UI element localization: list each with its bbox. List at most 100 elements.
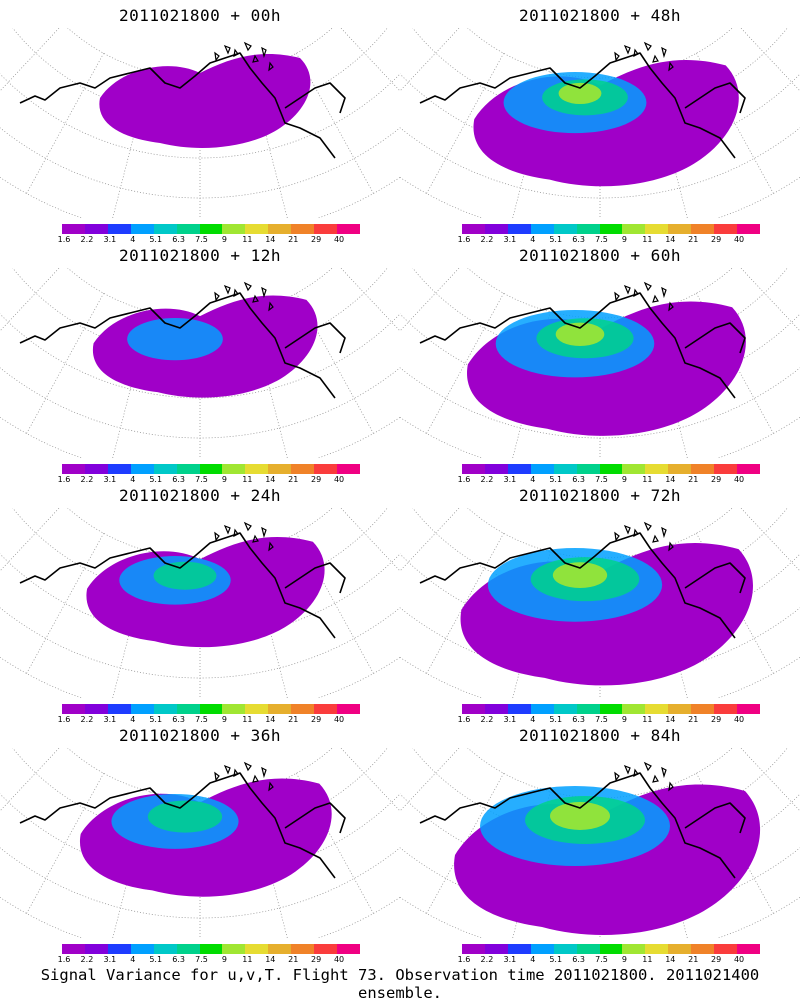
colorbar-tick-label: 21 bbox=[688, 235, 699, 244]
graticule-meridian bbox=[740, 268, 800, 332]
coastline bbox=[19, 52, 346, 159]
colorbar-tick-label: 5.1 bbox=[549, 955, 563, 964]
colorbar-tick-label: 14 bbox=[665, 715, 676, 724]
graticule-meridian bbox=[400, 268, 460, 332]
graticule-meridian bbox=[0, 28, 60, 92]
colorbar-tick-label: 11 bbox=[642, 475, 653, 484]
colorbar-swatch bbox=[462, 464, 485, 474]
colorbar-swatch bbox=[337, 464, 360, 474]
graticule-arc bbox=[467, 268, 733, 319]
graticule-meridian bbox=[740, 28, 800, 92]
colorbar-tick-label: 9 bbox=[621, 235, 627, 244]
colorbar-tick-label: 4 bbox=[130, 955, 136, 964]
colorbar-tick-label: 1.6 bbox=[457, 235, 471, 244]
arctic-islands bbox=[614, 41, 674, 72]
colorbar-swatch bbox=[599, 224, 623, 234]
panel-title: 2011021800 + 24h bbox=[118, 486, 282, 505]
graticule-meridian bbox=[400, 748, 460, 812]
colorbar-swatch bbox=[153, 944, 177, 954]
colorbar-swatch bbox=[130, 704, 154, 714]
colorbar-tick-label: 11 bbox=[242, 955, 253, 964]
colorbar-swatch bbox=[130, 464, 154, 474]
coastline bbox=[19, 772, 346, 879]
colorbar-swatch bbox=[553, 224, 577, 234]
colorbar-swatch bbox=[645, 464, 669, 474]
colorbar-swatch bbox=[314, 224, 338, 234]
graticule-meridian bbox=[0, 268, 60, 332]
colorbar-swatch bbox=[484, 464, 508, 474]
colorbar-tick-label: 14 bbox=[665, 475, 676, 484]
colorbar-swatch bbox=[245, 224, 269, 234]
colorbar-swatch bbox=[222, 464, 246, 474]
graticule-meridian bbox=[340, 508, 400, 572]
colorbar-tick-label: 4 bbox=[530, 955, 536, 964]
polar-map bbox=[0, 268, 400, 458]
graticule-arc bbox=[0, 73, 400, 159]
colorbar-tick-label: 1.6 bbox=[457, 475, 471, 484]
colorbar-tick-label: 40 bbox=[733, 235, 745, 244]
colorbar-swatch bbox=[507, 944, 531, 954]
graticule-arc bbox=[400, 73, 800, 159]
colorbar-ticks: 1.6 2.2 3.1 4 5.1 6.3 7.5 9 11 14 21 29 40 bbox=[458, 955, 760, 967]
colorbar-ticks: 1.6 2.2 3.1 4 5.1 6.3 7.5 9 11 14 21 29 40 bbox=[58, 475, 360, 487]
variance-region-peak bbox=[552, 562, 608, 588]
colorbar-ticks: 1.6 2.2 3.1 4 5.1 6.3 7.5 9 11 14 21 29 40 bbox=[58, 955, 360, 967]
colorbar-swatch bbox=[530, 464, 554, 474]
colorbar-ticks: 1.6 2.2 3.1 4 5.1 6.3 7.5 9 11 14 21 29 40 bbox=[458, 475, 760, 487]
colorbar-swatch bbox=[222, 704, 246, 714]
colorbar-tick-label: 5.1 bbox=[549, 715, 563, 724]
colorbar-tick-label: 14 bbox=[265, 235, 276, 244]
colorbar-tick-label: 9 bbox=[221, 475, 227, 484]
colorbar-tick-label: 9 bbox=[221, 955, 227, 964]
colorbar-swatch bbox=[645, 224, 669, 234]
colorbar-swatch bbox=[84, 464, 108, 474]
colorbar-swatch bbox=[737, 464, 760, 474]
colorbar-swatch bbox=[268, 224, 292, 234]
forecast-panel: 2011021800 + 00h 1.6 2.2 3.1 4 5.1 6.3 7.5 9 11 14… bbox=[0, 0, 400, 244]
colorbar-tick-label: 21 bbox=[288, 235, 299, 244]
colorbar bbox=[62, 464, 360, 474]
colorbar-tick-label: 6.3 bbox=[572, 235, 585, 244]
colorbar-tick-label: 9 bbox=[621, 955, 627, 964]
graticule-arc bbox=[412, 508, 788, 599]
graticule-arc bbox=[67, 268, 333, 319]
colorbar-swatch bbox=[291, 224, 315, 234]
graticule-meridian bbox=[769, 508, 800, 551]
colorbar-swatch bbox=[622, 704, 646, 714]
graticule-meridian bbox=[769, 28, 800, 71]
colorbar-tick-label: 14 bbox=[265, 475, 276, 484]
colorbar-tick-label: 4 bbox=[130, 715, 136, 724]
colorbar-swatch bbox=[107, 224, 131, 234]
colorbar-swatch bbox=[576, 944, 600, 954]
graticule-arc bbox=[467, 28, 733, 79]
polar-map bbox=[0, 748, 400, 938]
colorbar-tick-label: 29 bbox=[711, 955, 722, 964]
polar-map bbox=[400, 28, 800, 218]
colorbar-swatch bbox=[553, 704, 577, 714]
graticule-meridian bbox=[369, 748, 400, 791]
colorbar-swatch bbox=[153, 224, 177, 234]
colorbar-tick-label: 29 bbox=[711, 475, 722, 484]
graticule-meridian bbox=[26, 53, 104, 194]
panel-title: 2011021800 + 36h bbox=[118, 726, 282, 745]
colorbar-ticks: 1.6 2.2 3.1 4 5.1 6.3 7.5 9 11 14 21 29 40 bbox=[58, 235, 360, 247]
colorbar-swatch bbox=[314, 704, 338, 714]
colorbar-tick-label: 21 bbox=[688, 475, 699, 484]
colorbar-swatch bbox=[484, 224, 508, 234]
colorbar-tick-label: 1.6 bbox=[57, 235, 71, 244]
colorbar-ticks: 1.6 2.2 3.1 4 5.1 6.3 7.5 9 11 14 21 29 40 bbox=[458, 715, 760, 727]
polar-map bbox=[0, 28, 400, 218]
colorbar-tick-label: 11 bbox=[642, 955, 653, 964]
colorbar-swatch bbox=[62, 464, 85, 474]
colorbar-tick-label: 1.6 bbox=[457, 955, 471, 964]
graticule-meridian bbox=[400, 508, 460, 572]
colorbar-tick-label: 2.2 bbox=[80, 715, 94, 724]
colorbar-swatch bbox=[337, 704, 360, 714]
colorbar-tick-label: 4 bbox=[530, 475, 536, 484]
colorbar-swatch bbox=[737, 704, 760, 714]
colorbar-tick-label: 40 bbox=[333, 475, 345, 484]
panel-title: 2011021800 + 48h bbox=[518, 6, 682, 25]
colorbar-swatch bbox=[668, 224, 692, 234]
graticule-arc bbox=[12, 748, 388, 839]
arctic-islands bbox=[214, 521, 274, 552]
